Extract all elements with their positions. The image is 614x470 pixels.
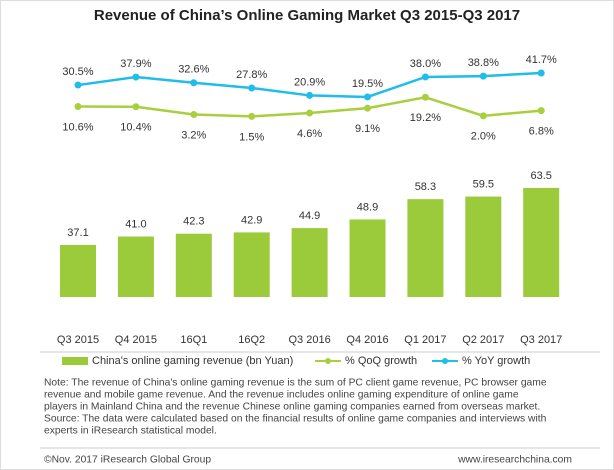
x-tick-label: Q4 2015 [115, 334, 157, 346]
footer-left: ©Nov. 2017 iResearch Global Group [44, 455, 211, 466]
x-tick-label: Q3 2015 [57, 334, 99, 346]
line-marker [190, 79, 198, 87]
bar [60, 244, 96, 297]
bar [465, 196, 502, 297]
data-label: 48.9 [357, 201, 378, 213]
footer-right: www.iresearchchina.com [457, 455, 572, 466]
data-label: 37.9% [120, 58, 151, 70]
bar [175, 233, 212, 297]
bar [117, 236, 154, 297]
legend-swatch [325, 358, 331, 364]
data-label: 3.2% [181, 129, 206, 141]
line-marker [74, 103, 82, 111]
legend-swatch [62, 357, 88, 365]
legend-swatch [442, 358, 448, 364]
line-marker [132, 73, 140, 81]
note-line: experts in iResearch statistical model. [44, 426, 217, 437]
legend-label: China's online gaming revenue (bn Yuan) [92, 355, 293, 367]
data-label: 32.6% [178, 64, 209, 76]
line-marker [364, 104, 371, 112]
bar [349, 219, 386, 297]
note-line: Source: The data were calculated based o… [44, 414, 547, 425]
line-marker [306, 91, 314, 99]
line-marker [248, 84, 256, 92]
data-label: 42.9 [241, 214, 262, 226]
data-label: 63.5 [530, 170, 551, 182]
data-label: 1.5% [239, 131, 264, 143]
data-label: 4.6% [297, 128, 322, 140]
x-tick-label: 16Q1 [180, 334, 207, 346]
x-tick-label: 16Q2 [238, 334, 265, 346]
data-label: 59.5 [473, 178, 494, 190]
line-marker [537, 107, 545, 115]
note-line: revenue and mobile game revenue. And the… [44, 390, 519, 401]
x-tick-label: Q3 2016 [288, 334, 330, 346]
line-marker [479, 72, 487, 80]
x-tick-label: Q1 2017 [404, 334, 446, 346]
data-label: 6.8% [529, 126, 554, 138]
data-label: 9.1% [355, 123, 380, 135]
data-label: 20.9% [294, 76, 325, 88]
x-tick-label: Q2 2017 [462, 334, 504, 346]
x-tick-label: Q4 2016 [346, 334, 388, 346]
data-label: 41.7% [526, 54, 557, 66]
line-marker [248, 112, 256, 120]
data-label: 41.0 [125, 218, 146, 230]
note-line: players in Mainland China and the revenu… [44, 402, 540, 413]
line-marker [306, 109, 314, 117]
data-label: 38.8% [468, 57, 499, 69]
bar [407, 199, 444, 297]
data-label: 10.6% [62, 121, 93, 133]
line-marker [421, 93, 429, 101]
data-label: 19.2% [410, 112, 441, 124]
data-label: 58.3 [415, 181, 436, 193]
data-label: 38.0% [410, 58, 441, 70]
x-tick-label: Q3 2017 [520, 334, 562, 346]
data-label: 37.1 [67, 227, 88, 239]
legend-label: % YoY growth [462, 355, 530, 367]
note-line: Note: The revenue of China's online gami… [44, 378, 547, 389]
data-label: 44.9 [299, 210, 320, 222]
bar [291, 228, 328, 297]
line-marker [537, 69, 545, 77]
line-marker [74, 81, 82, 89]
line-marker [479, 112, 487, 120]
bar [523, 187, 560, 297]
data-label: 30.5% [62, 66, 93, 78]
data-label: 2.0% [471, 131, 496, 143]
chart-title: Revenue of China’s Online Gaming Market … [94, 7, 520, 24]
bar [233, 232, 270, 297]
data-label: 19.5% [352, 78, 383, 90]
legend-label: % QoQ growth [345, 355, 417, 367]
line-marker [132, 103, 140, 111]
line-marker [364, 93, 371, 101]
line-marker [421, 73, 429, 81]
data-label: 27.8% [236, 69, 267, 81]
line-marker [190, 111, 198, 119]
data-label: 10.4% [120, 122, 151, 134]
data-label: 42.3 [183, 216, 204, 228]
